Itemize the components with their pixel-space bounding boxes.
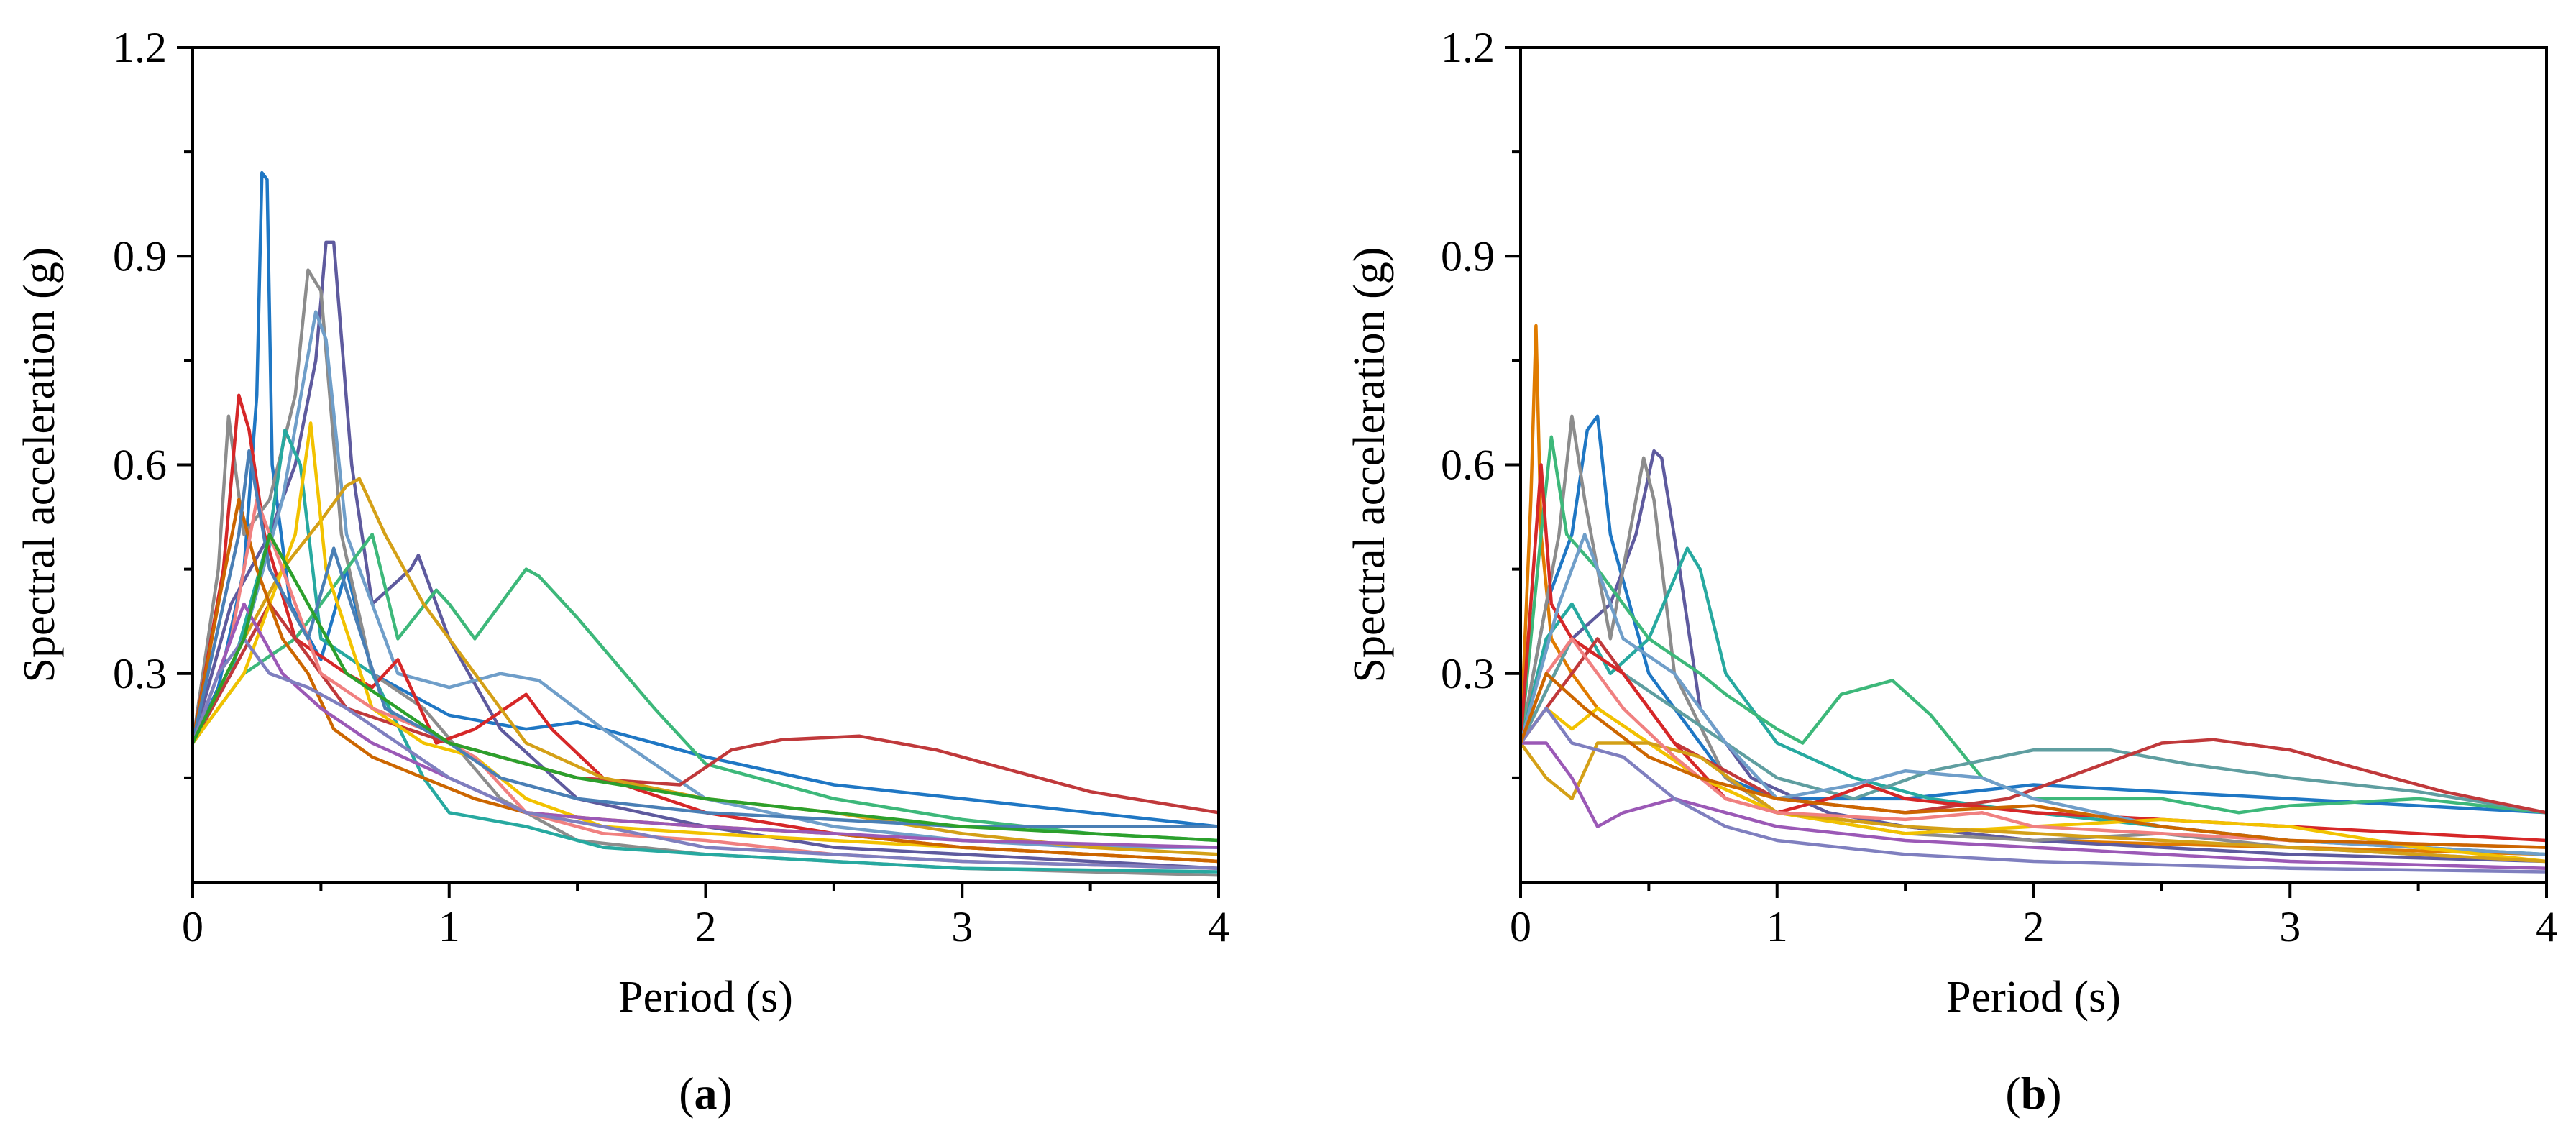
series-line-1: [193, 170, 1219, 828]
series-group: [193, 170, 1219, 877]
series-line-2: [193, 240, 1219, 870]
x-tick-label: 4: [1208, 903, 1229, 951]
x-axis-title: Period (s): [618, 973, 793, 1022]
series-line-16: [1521, 672, 2547, 849]
x-tick-label: 4: [2536, 903, 2557, 951]
series-line-6: [1521, 435, 2547, 815]
panel-caption: (b): [2005, 1068, 2061, 1119]
x-tick-label: 3: [2279, 903, 2301, 951]
chart-panel-b: 0 1 2 3 4 0.3 0.6 0.9 1.2 Period (s) Spectral acce…: [1330, 0, 2576, 1136]
series-line-4: [1521, 414, 2547, 864]
panel-caption: (a): [679, 1068, 733, 1119]
caption-open-paren: (: [2005, 1068, 2020, 1119]
y-tick-label: 0.9: [113, 232, 167, 280]
y-tick-label: 0.6: [1441, 441, 1495, 489]
caption-close-paren: ): [718, 1068, 733, 1119]
series-group: [1521, 324, 2547, 874]
y-axis-title: Spectral acceleration (g): [1345, 247, 1394, 683]
caption-open-paren: (: [679, 1068, 694, 1119]
series-line-5: [193, 428, 1219, 874]
x-tick-label: 2: [695, 903, 717, 951]
series-line-7: [193, 393, 1219, 864]
y-tick-label: 1.2: [1441, 24, 1495, 71]
y-tick-label: 0.9: [1441, 232, 1495, 280]
x-axis-title: Period (s): [1946, 973, 2121, 1022]
chart-a-svg: 0 1 2 3 4 0.3 0.6 0.9 1.2 Period (s) Spectral acce…: [15, 24, 1229, 1119]
y-tick-label: 0.3: [113, 650, 167, 697]
series-line-13: [1521, 741, 2547, 870]
series-line-1: [1521, 324, 2547, 856]
series-line-10: [193, 421, 1219, 864]
series-line-4: [193, 310, 1219, 849]
x-tick-label: 1: [439, 903, 460, 951]
chart-b-svg: 0 1 2 3 4 0.3 0.6 0.9 1.2 Period (s) Spectral acce…: [1345, 24, 2557, 1119]
series-line-16: [193, 533, 1219, 843]
x-tick-label: 3: [951, 903, 973, 951]
y-axis-title: Spectral acceleration (g): [15, 247, 64, 683]
caption-letter: b: [2021, 1068, 2047, 1119]
y-tick-label: 0.3: [1441, 650, 1495, 697]
series-line-5: [1521, 546, 2547, 856]
chart-panel-a: 0 1 2 3 4 0.3 0.6 0.9 1.2 Period (s) Spectral acce…: [0, 0, 1287, 1136]
y-tick-label: 0.6: [113, 441, 167, 489]
y-tick-label: 1.2: [113, 24, 167, 71]
series-line-14: [1521, 637, 2547, 849]
x-tick-label: 2: [2023, 903, 2045, 951]
series-line-2: [1521, 414, 2547, 815]
series-line-7: [1521, 637, 2547, 815]
series-line-6: [193, 533, 1219, 843]
caption-close-paren: ): [2046, 1068, 2061, 1119]
x-tick-label: 0: [182, 903, 203, 951]
x-tick-label: 0: [1510, 903, 1531, 951]
series-line-3: [193, 268, 1219, 877]
caption-letter: a: [695, 1068, 718, 1119]
x-tick-label: 1: [1766, 903, 1788, 951]
series-line-15: [1521, 706, 2547, 874]
series-line-12: [1521, 741, 2547, 864]
series-line-13: [193, 449, 1219, 828]
